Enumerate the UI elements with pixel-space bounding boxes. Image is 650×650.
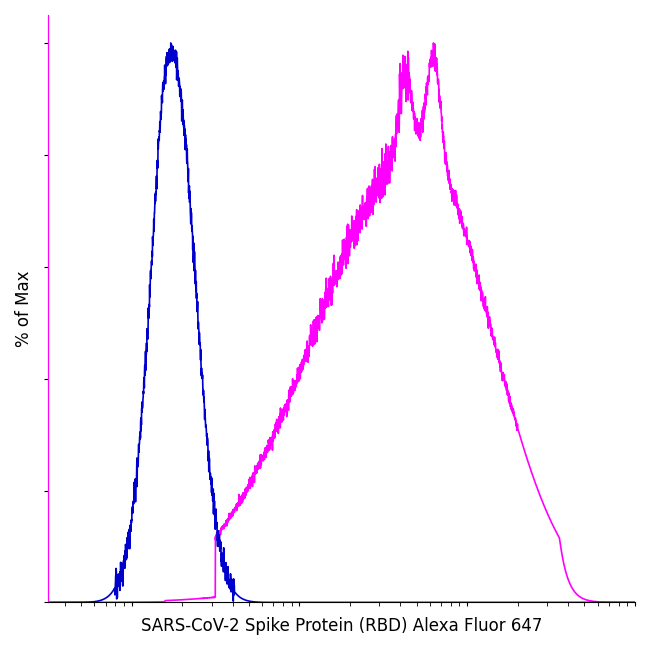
X-axis label: SARS-CoV-2 Spike Protein (RBD) Alexa Fluor 647: SARS-CoV-2 Spike Protein (RBD) Alexa Flu… [140, 617, 542, 635]
Y-axis label: % of Max: % of Max [15, 270, 33, 347]
